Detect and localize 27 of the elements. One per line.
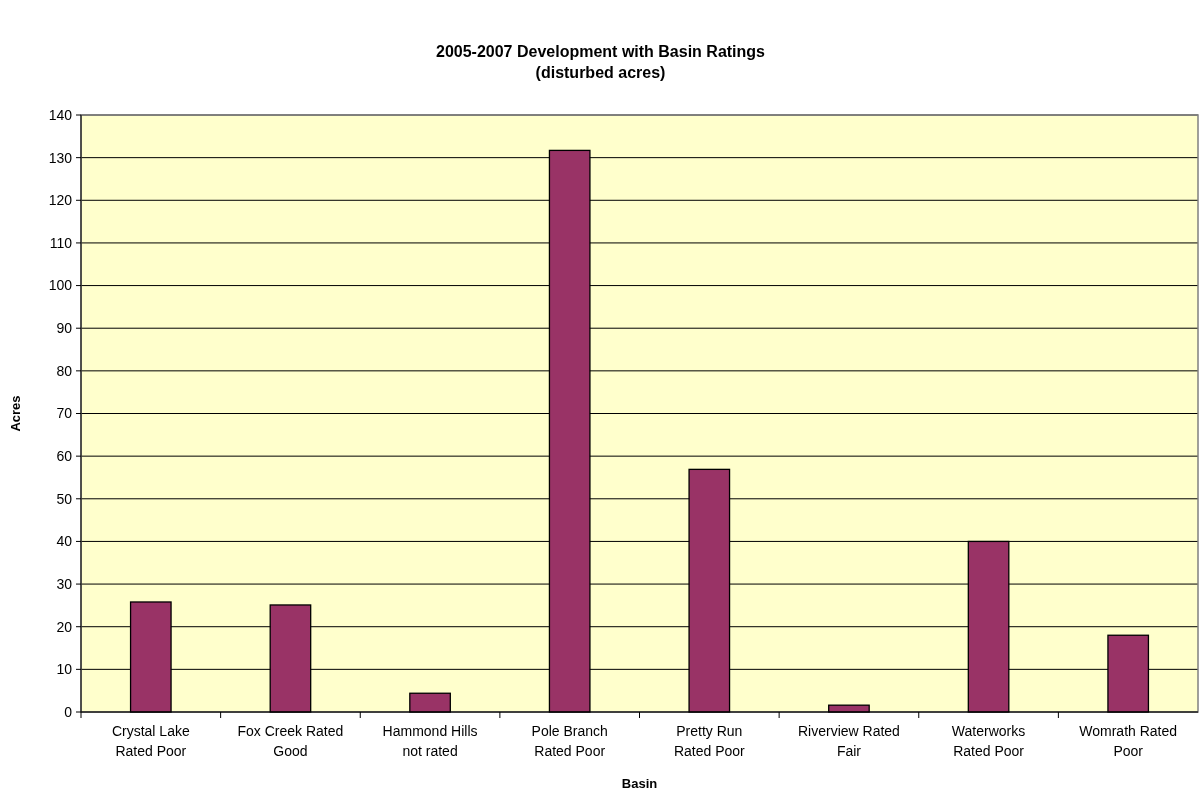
y-tick-label: 40 (56, 533, 73, 550)
y-tick-label: 80 (56, 362, 73, 379)
x-tick-label: Hammond Hills not rated (382, 723, 478, 759)
x-tick-label: Pole Branch Rated Poor (531, 723, 608, 759)
y-tick-label: 30 (56, 575, 73, 592)
y-tick-label: 140 (48, 106, 73, 123)
y-tick-label: 60 (56, 448, 73, 465)
chart-subtitle: (disturbed acres) (535, 64, 666, 81)
x-tick-label: Womrath Rated Poor (1079, 723, 1178, 759)
y-tick-label: 110 (49, 234, 73, 251)
x-tick-label: Waterworks Rated Poor (951, 723, 1026, 759)
x-tick-label: Pretty Run Rated Poor (673, 723, 746, 759)
y-tick-label: 130 (48, 149, 73, 166)
y-tick-label: 20 (56, 618, 73, 635)
x-axis-title: Basin (621, 776, 658, 791)
y-tick-label: 70 (56, 405, 73, 422)
y-tick-label: 50 (56, 490, 73, 507)
x-tick-label: Crystal Lake Rated Poor (111, 723, 190, 759)
chart-title: 2005-2007 Development with Basin Ratings (436, 43, 766, 60)
y-tick-label: 0 (64, 703, 73, 720)
y-axis-title: Acres (8, 395, 23, 432)
y-tick-label: 120 (48, 192, 73, 209)
y-tick-label: 100 (48, 277, 73, 294)
y-tick-label: 10 (56, 661, 73, 678)
x-tick-label: Riverview Rated Fair (797, 723, 900, 759)
x-tick-label: Fox Creek Rated Good (237, 723, 344, 759)
y-tick-label: 90 (56, 320, 73, 337)
